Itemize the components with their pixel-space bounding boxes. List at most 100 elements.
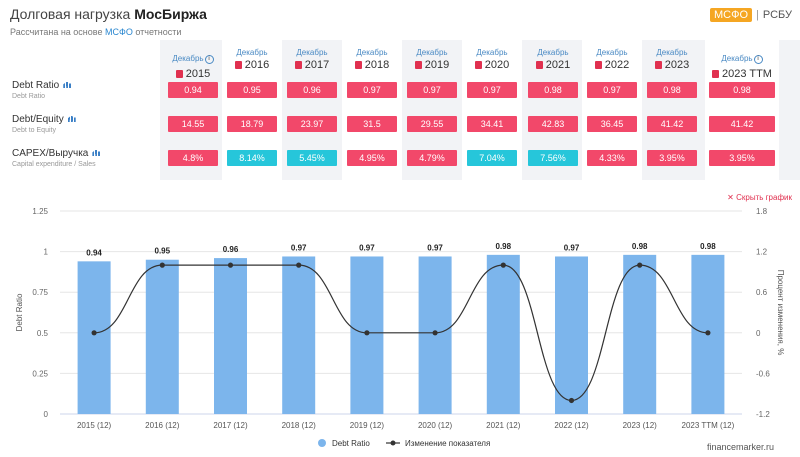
pdf-icon[interactable] — [175, 70, 183, 78]
metric-cell[interactable]: 4.79% — [407, 150, 457, 166]
page-title: Долговая нагрузка МосБиржа — [10, 6, 207, 22]
chart-bar — [77, 261, 111, 414]
column-year[interactable]: 2022 — [582, 59, 642, 71]
column-year[interactable]: 2023 — [642, 59, 702, 71]
page-subtitle: Рассчитана на основе МСФО отчетности — [10, 27, 207, 37]
metric-cell[interactable]: 18.79 — [227, 116, 277, 132]
metric-cell[interactable]: 0.94 — [168, 82, 218, 98]
info-icon[interactable]: i — [204, 55, 214, 64]
change-point — [159, 262, 165, 268]
y-tick-label: 0.75 — [32, 288, 48, 297]
bar-chart-icon[interactable] — [67, 116, 76, 122]
standard-switch: МСФО | РСБУ — [709, 8, 792, 22]
metric-cell[interactable]: 36.45 — [587, 116, 637, 132]
pdf-icon[interactable] — [712, 70, 720, 78]
metric-cell[interactable]: 0.97 — [347, 82, 397, 98]
metric-cell[interactable]: 0.95 — [227, 82, 277, 98]
metric-cell[interactable]: 4.8% — [168, 150, 218, 166]
column-header: Декабрь 2022 — [582, 48, 642, 71]
pdf-icon[interactable] — [594, 61, 602, 69]
column-period-label: Декабрь — [416, 48, 448, 57]
bar-data-label: 0.97 — [427, 243, 443, 252]
column-year-label: 2015 — [185, 68, 211, 80]
column-year-label: 2016 — [244, 59, 270, 71]
column-header: Декабрь i 2015 — [163, 48, 223, 80]
hide-chart-button[interactable]: ✕ Скрыть график — [727, 193, 792, 202]
row-label: Debt/Equity Debt to Equity — [12, 114, 76, 134]
metric-cell[interactable]: 0.98 — [647, 82, 697, 98]
metric-cell[interactable]: 29.55 — [407, 116, 457, 132]
column-year[interactable]: 2018 — [342, 59, 402, 71]
column-period-label: Декабрь — [721, 54, 753, 63]
bar-chart-icon[interactable] — [92, 150, 101, 156]
info-icon[interactable]: i — [753, 55, 763, 64]
metric-cell[interactable]: 4.95% — [347, 150, 397, 166]
pdf-icon[interactable] — [654, 61, 662, 69]
column-header: Декабрь 2016 — [222, 48, 282, 71]
row-name: Debt/Equity — [12, 114, 76, 125]
x-tick-label: 2021 (12) — [486, 421, 521, 430]
std-rsbu-button[interactable]: РСБУ — [762, 9, 792, 21]
column-period-label: Декабрь — [236, 48, 268, 57]
subtitle-prefix: Рассчитана на основе — [10, 27, 103, 37]
column-year[interactable]: 2023 TTM — [705, 68, 779, 80]
column-year-label: 2022 — [604, 59, 630, 71]
x-tick-label: 2015 (12) — [77, 421, 112, 430]
row-label: CAPEX/Выручка Capital expenditure / Sales — [12, 148, 101, 168]
metric-cell[interactable]: 31.5 — [347, 116, 397, 132]
watermark: financemarker.ru — [706, 442, 774, 452]
change-point — [227, 262, 234, 268]
x-tick-label: 2017 (12) — [213, 421, 248, 430]
column-period-label: Декабрь — [656, 48, 688, 57]
metric-cell[interactable]: 4.33% — [587, 150, 637, 166]
bar-data-label: 0.97 — [291, 243, 307, 252]
metric-cell[interactable]: 14.55 — [168, 116, 218, 132]
metric-cell[interactable]: 3.95% — [647, 150, 697, 166]
pdf-icon[interactable] — [535, 61, 543, 69]
column-year-label: 2020 — [484, 59, 510, 71]
pdf-icon[interactable] — [294, 61, 302, 69]
column-year[interactable]: 2017 — [282, 59, 342, 71]
x-tick-label: 2023 TTM (12) — [682, 421, 735, 430]
std-msfo-button[interactable]: МСФО — [709, 8, 753, 22]
change-point — [364, 330, 370, 336]
bar-data-label: 0.98 — [700, 242, 716, 251]
y-axis-title: Debt Ratio — [15, 293, 24, 331]
chart-bar — [555, 256, 588, 414]
pdf-icon[interactable] — [234, 61, 242, 69]
metric-cell[interactable]: 23.97 — [287, 116, 337, 132]
bar-chart-icon[interactable] — [63, 82, 72, 88]
metric-cell[interactable]: 8.14% — [227, 150, 277, 166]
pdf-icon[interactable] — [354, 61, 362, 69]
metric-cell[interactable]: 42.83 — [528, 116, 578, 132]
pdf-icon[interactable] — [474, 61, 482, 69]
x-tick-label: 2020 (12) — [418, 421, 453, 430]
title-prefix: Долговая нагрузка — [10, 6, 131, 22]
change-point — [705, 330, 711, 336]
column-year[interactable]: 2020 — [462, 59, 522, 71]
metric-cell[interactable]: 3.95% — [709, 150, 775, 166]
metric-cell[interactable]: 0.98 — [528, 82, 578, 98]
metric-cell[interactable]: 41.42 — [709, 116, 775, 132]
metric-cell[interactable]: 0.98 — [709, 82, 775, 98]
metric-cell[interactable]: 0.97 — [407, 82, 457, 98]
y2-tick-label: -0.6 — [756, 369, 770, 378]
pdf-icon[interactable] — [414, 61, 422, 69]
column-year[interactable]: 2016 — [222, 59, 282, 71]
y-tick-label: 0 — [44, 410, 49, 419]
metric-cell[interactable]: 0.96 — [287, 82, 337, 98]
row-name-text: CAPEX/Выручка — [12, 148, 89, 159]
column-year[interactable]: 2019 — [402, 59, 462, 71]
metric-cell[interactable]: 5.45% — [287, 150, 337, 166]
column-year[interactable]: 2021 — [523, 59, 583, 71]
metric-cell[interactable]: 7.56% — [528, 150, 578, 166]
metric-cell[interactable]: 7.04% — [467, 150, 517, 166]
metric-cell[interactable]: 41.42 — [647, 116, 697, 132]
hide-chart-label: Скрыть график — [736, 193, 792, 202]
change-point — [637, 262, 643, 268]
metric-cell[interactable]: 34.41 — [467, 116, 517, 132]
metric-cell[interactable]: 0.97 — [467, 82, 517, 98]
bar-data-label: 0.95 — [155, 247, 171, 256]
metric-cell[interactable]: 0.97 — [587, 82, 637, 98]
column-year[interactable]: 2015 — [163, 68, 223, 80]
